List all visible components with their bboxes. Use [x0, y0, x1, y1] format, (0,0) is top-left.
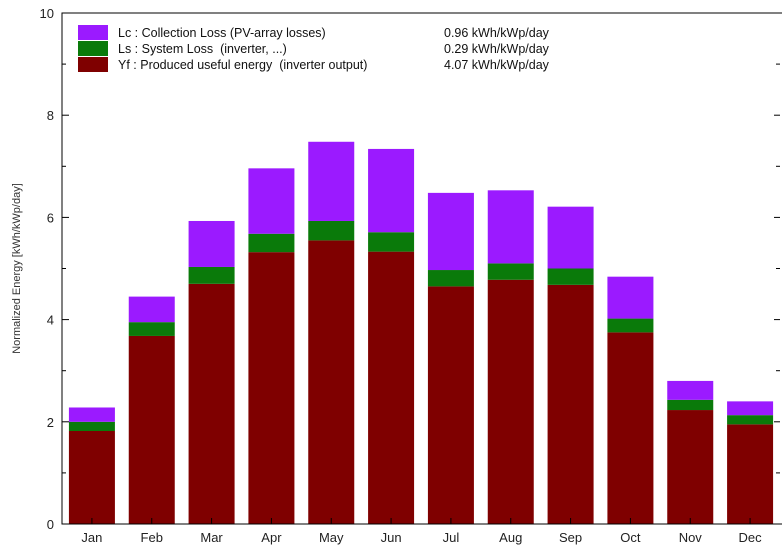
bar-lc-jul [427, 192, 474, 271]
legend: Lc : Collection Loss (PV-array losses) 0.… [78, 25, 550, 72]
legend-label-yf: Yf : Produced useful energy (inverter ou… [118, 58, 367, 72]
x-tick-label-nov: Nov [679, 530, 703, 545]
bar-yf-jan [68, 430, 115, 524]
legend-label-ls: Ls : System Loss (inverter, ...) [118, 42, 287, 56]
bar-ls-jun [368, 232, 415, 252]
y-tick-label: 2 [47, 415, 54, 430]
bar-ls-jan [68, 421, 115, 431]
bar-yf-may [308, 240, 355, 524]
y-axis-label: Normalized Energy [kWh/kWp/day] [11, 183, 23, 354]
legend-swatch-ls [78, 41, 108, 56]
bar-yf-sep [547, 284, 594, 524]
legend-value-lc: 0.96 kWh/kWp/day [444, 26, 550, 40]
bar-ls-mar [188, 266, 235, 284]
bar-ls-oct [607, 318, 654, 333]
x-tick-label-dec: Dec [739, 530, 763, 545]
bar-yf-oct [607, 332, 654, 524]
y-tick-label: 10 [40, 6, 54, 21]
x-tick-label-jul: Jul [443, 530, 460, 545]
bars-layer [68, 141, 774, 524]
bar-yf-jul [427, 286, 474, 524]
y-tick-label: 0 [47, 517, 54, 532]
bar-lc-may [308, 141, 355, 221]
y-tick-label: 8 [47, 108, 54, 123]
bar-lc-sep [547, 206, 594, 269]
x-tick-label-jun: Jun [381, 530, 402, 545]
x-tick-label-oct: Oct [620, 530, 641, 545]
bar-lc-oct [607, 276, 654, 319]
y-tick-label: 4 [47, 313, 54, 328]
y-tick-label: 6 [47, 210, 54, 225]
bar-lc-jun [368, 148, 415, 233]
bar-ls-feb [128, 322, 175, 336]
bar-yf-nov [667, 410, 714, 524]
legend-value-yf: 4.07 kWh/kWp/day [444, 58, 550, 72]
bar-ls-sep [547, 268, 594, 285]
bar-lc-mar [188, 220, 235, 267]
bar-ls-may [308, 220, 355, 241]
bar-yf-jun [368, 251, 415, 524]
bar-yf-feb [128, 335, 175, 524]
x-tick-label-aug: Aug [499, 530, 522, 545]
x-tick-label-feb: Feb [141, 530, 163, 545]
bar-lc-apr [248, 168, 295, 234]
bar-yf-apr [248, 252, 295, 524]
bar-lc-nov [667, 380, 714, 400]
bar-ls-aug [487, 263, 534, 280]
axes-layer: 0 2 4 6 8 10 Jan Feb Mar Apr May Jun Jul Aug Sep Oct Nov… [40, 6, 782, 545]
bar-lc-aug [487, 190, 534, 264]
bar-ls-jul [427, 270, 474, 287]
x-tick-label-may: May [319, 530, 344, 545]
bar-yf-mar [188, 283, 235, 524]
legend-label-lc: Lc : Collection Loss (PV-array losses) [118, 26, 326, 40]
bar-yf-aug [487, 279, 534, 524]
bar-lc-feb [128, 296, 175, 323]
bar-yf-dec [727, 424, 774, 524]
x-tick-label-jan: Jan [81, 530, 102, 545]
x-tick-label-mar: Mar [200, 530, 223, 545]
bar-lc-dec [727, 401, 774, 416]
legend-value-ls: 0.29 kWh/kWp/day [444, 42, 550, 56]
legend-swatch-lc [78, 25, 108, 40]
bar-lc-jan [68, 407, 115, 422]
bar-ls-dec [727, 415, 774, 425]
legend-swatch-yf [78, 57, 108, 72]
bar-ls-nov [667, 399, 714, 411]
x-tick-label-sep: Sep [559, 530, 582, 545]
bar-ls-apr [248, 233, 295, 253]
x-tick-label-apr: Apr [261, 530, 282, 545]
